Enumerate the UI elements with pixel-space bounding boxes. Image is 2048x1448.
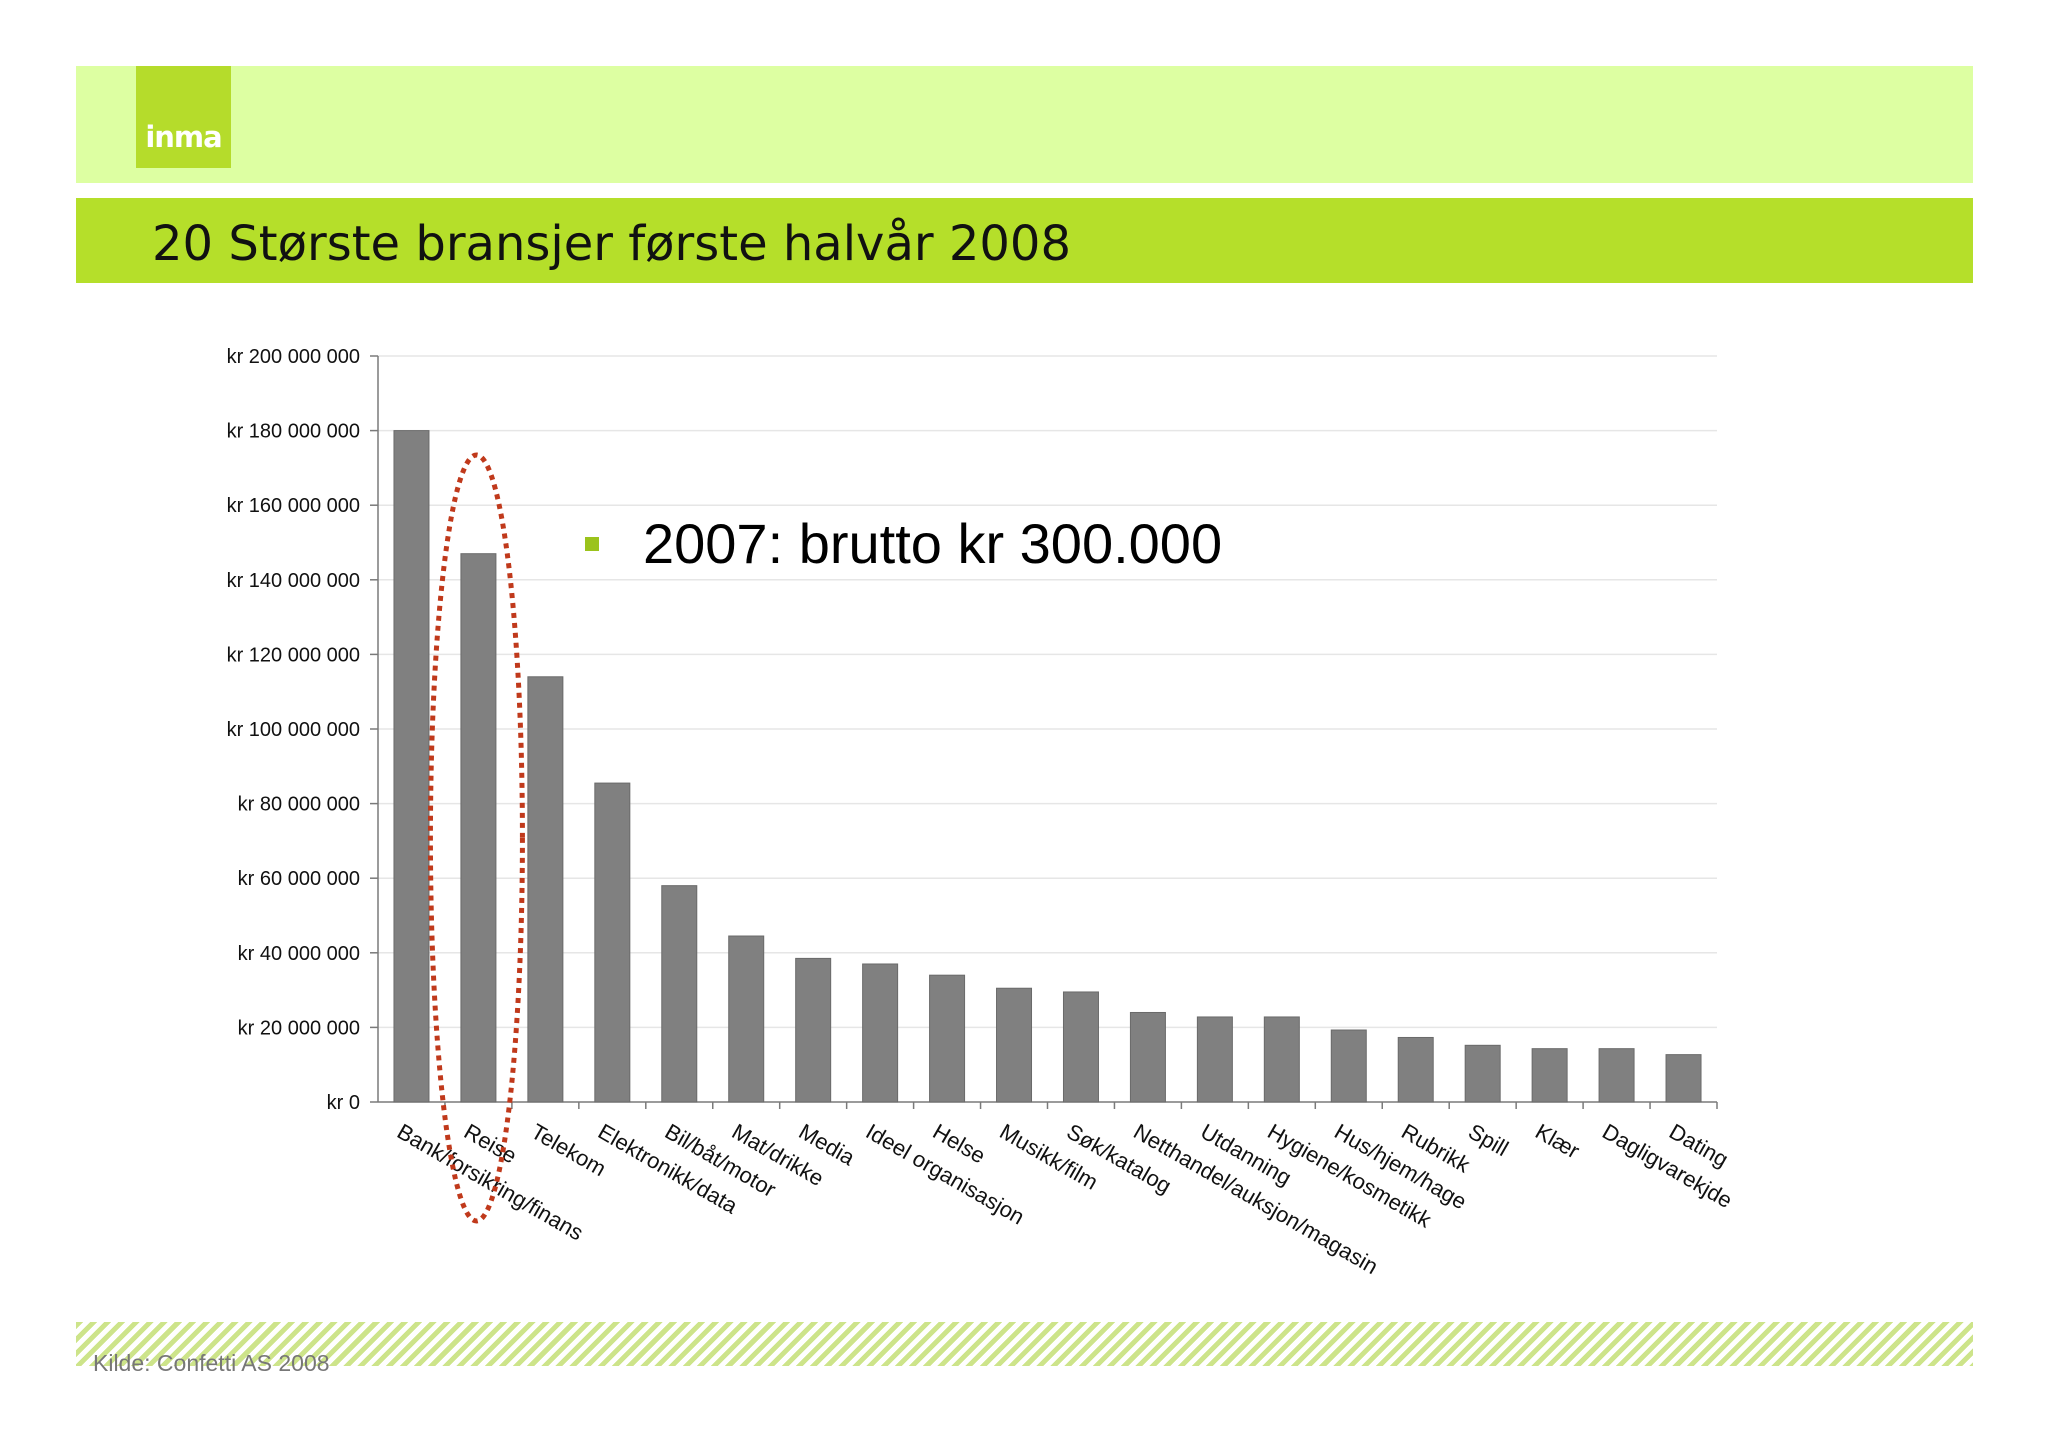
bar: [1330, 1029, 1367, 1103]
bar: [1062, 991, 1099, 1103]
bar: [1598, 1048, 1635, 1103]
footer-stripe-band: [76, 1322, 1973, 1366]
bar: [460, 553, 497, 1103]
y-tick-label: kr 100 000 000: [227, 719, 360, 741]
x-tick-label: Klær: [1531, 1119, 1584, 1164]
y-tick-label: kr 120 000 000: [227, 644, 360, 666]
y-tick-label: kr 0: [327, 1092, 360, 1114]
annotation-bullet: [585, 537, 599, 551]
bar: [1464, 1044, 1501, 1103]
bar: [929, 974, 966, 1103]
y-tick-label: kr 160 000 000: [227, 495, 360, 517]
bar: [728, 935, 765, 1103]
bar: [1665, 1054, 1702, 1103]
bar: [1263, 1016, 1300, 1103]
inma-logo: inma: [136, 66, 231, 168]
header-band: [76, 66, 1973, 183]
bar: [661, 885, 698, 1103]
y-tick-label: kr 140 000 000: [227, 570, 360, 592]
y-tick-label: kr 40 000 000: [238, 943, 360, 965]
bar: [527, 676, 564, 1103]
bar: [996, 987, 1033, 1103]
y-tick-label: kr 180 000 000: [227, 421, 360, 443]
title-bar: 20 Største bransjer første halvår 2008: [76, 198, 1973, 283]
bar: [1397, 1036, 1434, 1103]
bar: [594, 782, 631, 1103]
bar: [862, 963, 899, 1103]
page-title: 20 Største bransjer første halvår 2008: [152, 216, 1072, 272]
y-tick-label: kr 200 000 000: [227, 346, 360, 368]
bar: [1196, 1016, 1233, 1103]
y-tick-label: kr 80 000 000: [238, 794, 360, 816]
bar: [795, 957, 832, 1103]
y-tick-label: kr 20 000 000: [238, 1017, 360, 1039]
y-tick-label: kr 60 000 000: [238, 868, 360, 890]
bar: [393, 430, 430, 1103]
logo-text: inma: [145, 120, 222, 154]
highlight-ellipse: [427, 452, 525, 1224]
x-tick-label: Telekom: [527, 1119, 610, 1182]
annotation-text: 2007: brutto kr 300.000: [643, 512, 1222, 575]
bar: [1531, 1048, 1568, 1103]
source-note: Kilde: Confetti AS 2008: [93, 1350, 330, 1376]
bar: [1129, 1011, 1166, 1103]
